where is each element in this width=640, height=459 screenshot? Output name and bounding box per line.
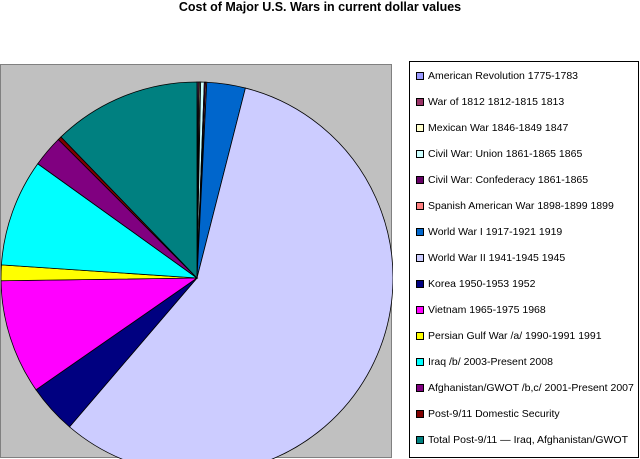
legend-item: Total Post-9/11 — Iraq, Afghanistan/GWOT [416,432,628,448]
legend-item: World War II 1941-1945 1945 [416,250,565,266]
legend-swatch [416,124,424,132]
legend-swatch [416,202,424,210]
pie-chart [1,81,393,459]
legend-item: World War I 1917-1921 1919 [416,224,562,240]
legend-label: American Revolution 1775-1783 [428,70,579,82]
legend-swatch [416,176,424,184]
legend-item: Mexican War 1846-1849 1847 [416,120,568,136]
legend-swatch [416,228,424,236]
pie-slice-10 [1,277,199,391]
legend-label: Vietnam 1965-1975 1968 [428,304,546,316]
legend-label: Post-9/11 Domestic Security [428,408,560,420]
legend-item: Civil War: Confederacy 1861-1865 [416,172,588,188]
plot-area [0,64,393,459]
legend-swatch [416,410,424,418]
legend-label: World War I 1917-1921 1919 [428,226,563,238]
legend-item: Vietnam 1965-1975 1968 [416,302,546,318]
legend-swatch [416,150,424,158]
legend-item: Korea 1950-1953 1952 [416,276,535,292]
legend-label: Mexican War 1846-1849 1847 [428,122,569,134]
pie-slice-12 [1,163,199,279]
legend-swatch [416,98,424,106]
legend-swatch [416,306,424,314]
pie-slice-15 [60,81,198,279]
legend-item: Civil War: Union 1861-1865 1865 [416,146,582,162]
legend-swatch [416,254,424,262]
legend-item: War of 1812 1812-1815 1813 [416,94,564,110]
legend-swatch [416,280,424,288]
legend-label: Korea 1950-1953 1952 [428,278,536,290]
legend-label: Total Post-9/11 — Iraq, Afghanistan/GWOT [428,434,628,446]
legend-item: Persian Gulf War /a/ 1990-1991 1991 [416,328,602,344]
legend-label: War of 1812 1812-1815 1813 [428,96,565,108]
legend-label: Spanish American War 1898-1899 1899 [428,200,614,212]
legend-swatch [416,332,424,340]
chart-title: Cost of Major U.S. Wars in current dolla… [178,0,462,14]
legend-item: Spanish American War 1898-1899 1899 [416,198,614,214]
legend-item: Post-9/11 Domestic Security [416,406,560,422]
legend-item: Afghanistan/GWOT /b,c/ 2001-Present 2007 [416,380,634,396]
legend-label: Persian Gulf War /a/ 1990-1991 1991 [428,330,602,342]
legend-swatch [416,358,424,366]
legend-label: World War II 1941-1945 1945 [428,252,566,264]
legend-item: Iraq /b/ 2003-Present 2008 [416,354,553,370]
pie-slice-8 [68,87,393,459]
legend: American Revolution 1775-1783 War of 1812… [409,61,639,458]
legend-swatch [416,436,424,444]
legend-label: Iraq /b/ 2003-Present 2008 [428,356,553,368]
legend-label: Civil War: Confederacy 1861-1865 [428,174,589,186]
legend-swatch [416,384,424,392]
legend-label: Afghanistan/GWOT /b,c/ 2001-Present 2007 [428,382,634,394]
legend-label: Civil War: Union 1861-1865 1865 [428,148,583,160]
legend-swatch [416,72,424,80]
legend-item: American Revolution 1775-1783 [416,68,578,84]
